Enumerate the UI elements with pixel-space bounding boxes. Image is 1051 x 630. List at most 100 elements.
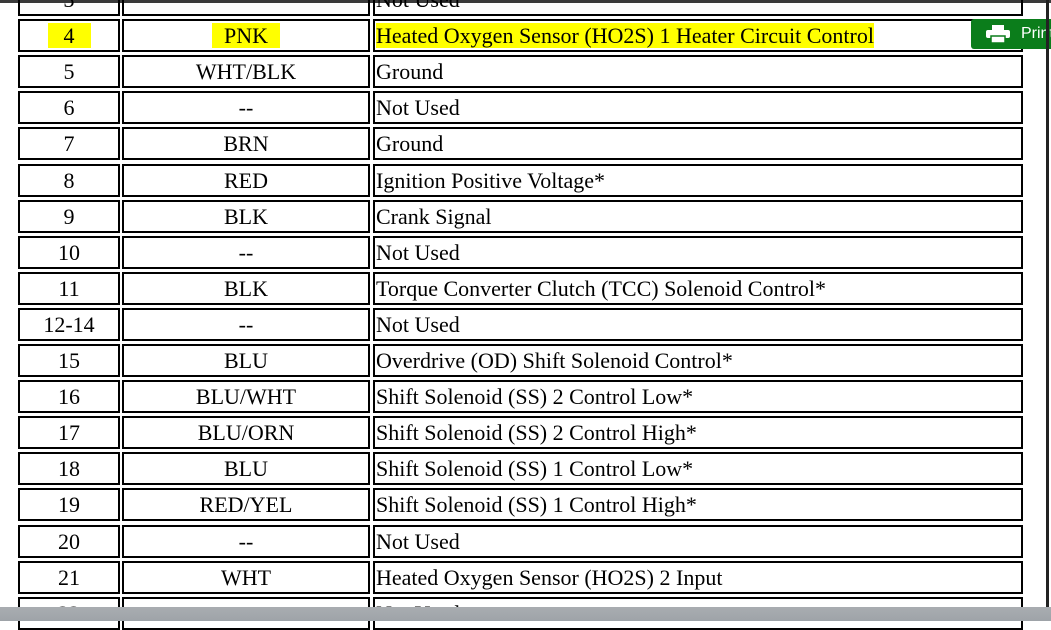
wire-color-cell-text: BRN: [223, 131, 269, 157]
table-row: 20 -- Not Used: [18, 524, 1023, 558]
circuit-function-cell: Crank Signal: [373, 199, 1023, 233]
window-top-edge: [0, 0, 1051, 3]
circuit-function-cell: Shift Solenoid (SS) 2 Control Low*: [373, 380, 1023, 414]
table-row: 21 WHT Heated Oxygen Sensor (HO2S) 2 Input: [18, 560, 1023, 594]
circuit-function-cell-text: Crank Signal: [376, 203, 492, 229]
circuit-function-cell: Shift Solenoid (SS) 2 Control High*: [373, 416, 1023, 450]
wire-color-cell: RED: [122, 163, 370, 197]
wire-color-cell: --: [122, 235, 370, 269]
wire-color-cell: BLK: [122, 199, 370, 233]
pin-cell: 11: [18, 271, 120, 305]
pin-cell: 18: [18, 452, 120, 486]
circuit-function-cell-text: Not Used: [376, 95, 460, 121]
pin-cell-text: 6: [63, 95, 75, 121]
circuit-function-cell-text: Ignition Positive Voltage*: [376, 167, 605, 193]
window-right-edge: [1046, 0, 1049, 621]
circuit-function-cell-text: Shift Solenoid (SS) 1 Control Low*: [376, 456, 694, 482]
circuit-function-cell-text: Heated Oxygen Sensor (HO2S) 2 Input: [376, 564, 723, 590]
wire-color-cell: --: [122, 524, 370, 558]
circuit-function-cell: Not Used: [373, 307, 1023, 341]
window-bottom-bar: [0, 607, 1051, 621]
pin-cell: 12-14: [18, 307, 120, 341]
table-row: 12-14 -- Not Used: [18, 307, 1023, 341]
pin-cell-text: 21: [58, 564, 80, 590]
pin-cell: 4: [18, 19, 120, 53]
circuit-function-cell: Not Used: [373, 235, 1023, 269]
pin-cell: 15: [18, 344, 120, 377]
table-row: 3 Not Used: [18, 0, 1023, 16]
pin-cell-text: 20: [58, 528, 80, 554]
table-row: 19 RED/YEL Shift Solenoid (SS) 1 Control H…: [18, 488, 1023, 522]
table-row: 17 BLU/ORN Shift Solenoid (SS) 2 Control H…: [18, 416, 1023, 450]
circuit-function-cell: Heated Oxygen Sensor (HO2S) 1 Heater Cir…: [373, 19, 1023, 53]
wire-color-cell-text: --: [238, 311, 254, 337]
wire-color-cell: BLU/WHT: [122, 380, 370, 414]
circuit-function-cell: Not Used: [373, 524, 1023, 558]
circuit-function-cell: Not Used: [373, 0, 1023, 16]
circuit-function-cell-text: Heated Oxygen Sensor (HO2S) 1 Heater Cir…: [376, 23, 874, 49]
circuit-function-cell: Torque Converter Clutch (TCC) Solenoid C…: [373, 271, 1023, 305]
wire-color-cell-text: BLU/ORN: [197, 420, 295, 446]
wire-color-cell: BLK: [122, 271, 370, 305]
pin-cell-text: 19: [58, 492, 80, 518]
circuit-function-cell: Shift Solenoid (SS) 1 Control High*: [373, 488, 1023, 522]
wire-color-cell-text: --: [238, 95, 254, 121]
table-row: 9 BLK Crank Signal: [18, 199, 1023, 233]
pin-cell: 6: [18, 91, 120, 125]
wire-color-cell-text: WHT/BLK: [195, 59, 297, 85]
wire-color-cell-text: BLK: [224, 203, 268, 229]
pin-cell: 9: [18, 199, 120, 233]
wire-color-cell-text: --: [238, 528, 254, 554]
pin-cell: 17: [18, 416, 120, 450]
pin-cell: 20: [18, 524, 120, 558]
wire-color-cell: [122, 0, 370, 16]
print-button[interactable]: Print: [971, 19, 1051, 49]
wire-color-cell: BLU/ORN: [122, 416, 370, 450]
table-row: 18 BLU Shift Solenoid (SS) 1 Control Low*: [18, 452, 1023, 486]
wire-color-cell: --: [122, 91, 370, 125]
circuit-function-cell-text: Shift Solenoid (SS) 2 Control Low*: [376, 384, 694, 410]
table-row: 15 BLU Overdrive (OD) Shift Solenoid Contr…: [18, 344, 1023, 377]
pin-cell: 3: [18, 0, 120, 16]
table-row: 6 -- Not Used: [18, 91, 1023, 125]
table-row: 11 BLK Torque Converter Clutch (TCC) Solen…: [18, 271, 1023, 305]
circuit-function-cell: Not Used: [373, 91, 1023, 125]
table-row: 8 RED Ignition Positive Voltage*: [18, 163, 1023, 197]
table-row: 4 PNK Heated Oxygen Sensor (HO2S) 1 Heater…: [18, 19, 1023, 53]
pin-cell: 19: [18, 488, 120, 522]
print-label: Print: [1021, 25, 1051, 42]
circuit-function-cell: Ground: [373, 55, 1023, 89]
circuit-function-cell-text: Not Used: [376, 239, 460, 265]
table-row: 7 BRN Ground: [18, 127, 1023, 161]
pin-cell-text: 18: [58, 456, 80, 482]
pin-cell-text: 10: [58, 239, 80, 265]
circuit-function-cell-text: Shift Solenoid (SS) 1 Control High*: [376, 492, 697, 518]
circuit-function-cell-text: Torque Converter Clutch (TCC) Solenoid C…: [376, 275, 827, 301]
circuit-function-cell-text: Ground: [376, 59, 444, 85]
wire-color-cell-text: BLK: [224, 275, 268, 301]
pin-cell-text: 12-14: [43, 311, 95, 337]
pin-cell-text: 9: [63, 203, 75, 229]
circuit-function-cell-text: Shift Solenoid (SS) 2 Control High*: [376, 420, 697, 446]
wire-color-cell: BRN: [122, 127, 370, 161]
wire-color-cell: PNK: [122, 19, 370, 53]
pin-cell-text: 5: [63, 59, 75, 85]
wire-color-cell-text: RED: [224, 167, 268, 193]
pin-cell: 16: [18, 380, 120, 414]
printer-icon: [986, 25, 1010, 43]
circuit-function-cell: Shift Solenoid (SS) 1 Control Low*: [373, 452, 1023, 486]
circuit-function-cell-text: Not Used: [376, 528, 460, 554]
wire-color-cell: BLU: [122, 452, 370, 486]
pin-cell-text: 4: [47, 23, 91, 49]
circuit-function-cell: Overdrive (OD) Shift Solenoid Control*: [373, 344, 1023, 377]
circuit-function-cell-text: Not Used: [376, 0, 460, 12]
wire-color-cell-text: RED/YEL: [199, 492, 293, 518]
wire-color-cell: WHT/BLK: [122, 55, 370, 89]
pin-cell-text: 11: [58, 275, 80, 301]
pin-cell-text: 15: [58, 348, 80, 373]
wire-color-cell-text: --: [238, 239, 254, 265]
pin-cell-text: 7: [63, 131, 75, 157]
circuit-function-cell: Ignition Positive Voltage*: [373, 163, 1023, 197]
pin-cell: 10: [18, 235, 120, 269]
pin-cell-text: 17: [58, 420, 80, 446]
